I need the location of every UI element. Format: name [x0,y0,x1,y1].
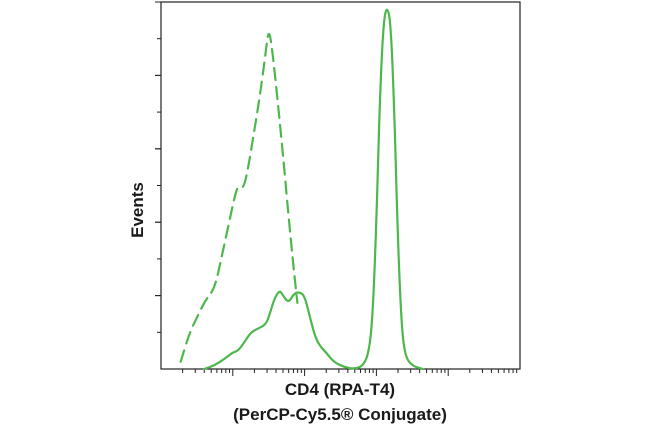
y-axis-ticks [155,1,161,333]
dashed-histogram-line [179,32,299,363]
y-axis-label: Events [128,182,147,238]
series-layer [179,8,425,371]
plot-frame [160,1,521,370]
plot-border [160,1,521,370]
x-axis-label-conjugate: (PerCP-Cy5.5® Conjugate) [233,405,447,424]
x-axis-ticks [182,369,518,376]
x-axis-label: CD4 (RPA-T4) [284,380,396,399]
solid-histogram-line [203,8,425,371]
